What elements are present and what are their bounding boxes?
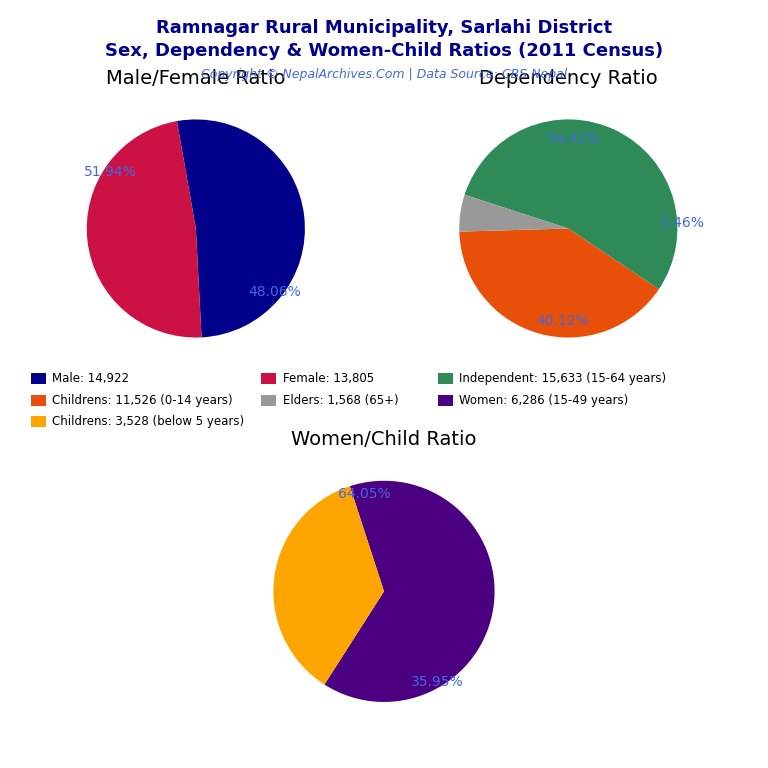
Wedge shape	[459, 195, 568, 232]
Wedge shape	[177, 120, 305, 337]
Text: 5.46%: 5.46%	[661, 216, 705, 230]
Title: Women/Child Ratio: Women/Child Ratio	[291, 430, 477, 449]
Text: Elders: 1,568 (65+): Elders: 1,568 (65+)	[283, 394, 399, 406]
Wedge shape	[87, 121, 201, 337]
Text: Independent: 15,633 (15-64 years): Independent: 15,633 (15-64 years)	[459, 372, 667, 385]
Text: 51.94%: 51.94%	[84, 165, 137, 179]
Title: Dependency Ratio: Dependency Ratio	[479, 69, 657, 88]
Text: 54.42%: 54.42%	[548, 132, 600, 146]
Text: Copyright © NepalArchives.Com | Data Source: CBS Nepal: Copyright © NepalArchives.Com | Data Sou…	[201, 68, 567, 81]
Text: Ramnagar Rural Municipality, Sarlahi District: Ramnagar Rural Municipality, Sarlahi Dis…	[156, 19, 612, 37]
Wedge shape	[273, 486, 384, 684]
Text: Childrens: 3,528 (below 5 years): Childrens: 3,528 (below 5 years)	[52, 415, 244, 428]
Text: Male: 14,922: Male: 14,922	[52, 372, 129, 385]
Wedge shape	[459, 229, 659, 337]
Wedge shape	[465, 120, 677, 290]
Text: Childrens: 11,526 (0-14 years): Childrens: 11,526 (0-14 years)	[52, 394, 233, 406]
Text: Sex, Dependency & Women-Child Ratios (2011 Census): Sex, Dependency & Women-Child Ratios (20…	[105, 42, 663, 60]
Text: Women: 6,286 (15-49 years): Women: 6,286 (15-49 years)	[459, 394, 628, 406]
Wedge shape	[324, 481, 495, 702]
Text: 35.95%: 35.95%	[411, 675, 463, 689]
Text: 48.06%: 48.06%	[248, 285, 301, 299]
Text: 40.12%: 40.12%	[537, 314, 589, 328]
Text: 64.05%: 64.05%	[338, 487, 390, 501]
Title: Male/Female Ratio: Male/Female Ratio	[106, 69, 286, 88]
Text: Female: 13,805: Female: 13,805	[283, 372, 374, 385]
